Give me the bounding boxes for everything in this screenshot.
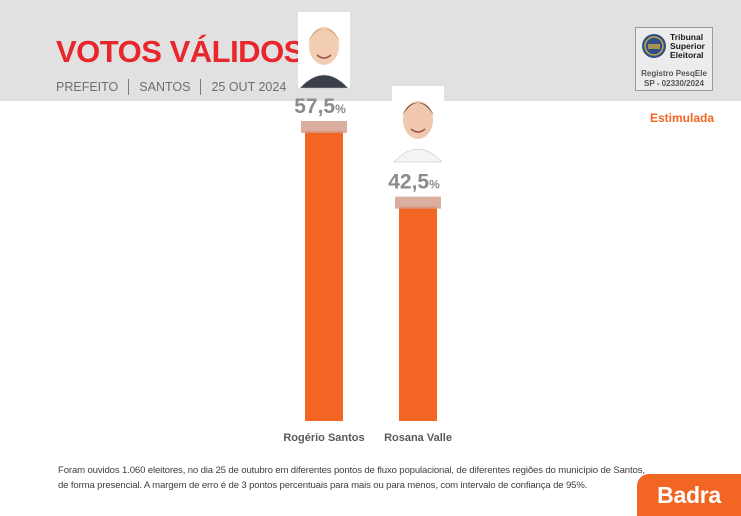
header-meta: PREFEITO SANTOS 25 OUT 2024 <box>56 79 286 95</box>
meta-office: PREFEITO <box>56 80 119 94</box>
bar-cap <box>301 121 347 133</box>
footnote-line: Foram ouvidos 1.060 eleitores, no dia 25… <box>58 465 645 476</box>
bar-chart: 57,5% Rogério Santos 42,5% Rosana Valle <box>283 12 452 444</box>
footnote-line: de forma presencial. A margem de erro é … <box>58 480 588 491</box>
brand-logo: Badra <box>637 474 741 516</box>
category-label: Rosana Valle <box>384 432 452 444</box>
tse-seal-icon <box>642 34 666 58</box>
category-label: Rogério Santos <box>283 432 364 444</box>
meta-divider <box>128 79 130 95</box>
value-label: 42,5% <box>388 171 440 194</box>
meta-city: SANTOS <box>139 80 191 94</box>
header-band <box>0 0 741 101</box>
tse-name-line: Tribunal <box>670 32 704 42</box>
meta-date: 25 OUT 2024 <box>211 80 287 94</box>
tse-name-line: Superior <box>670 41 705 51</box>
tse-name-line: Eleitoral <box>670 50 704 60</box>
page-title: VOTOS VÁLIDOS <box>56 34 304 69</box>
tse-registration-line: SP - 02330/2024 <box>644 78 704 88</box>
tse-name: Tribunal Superior Eleitoral <box>670 33 705 60</box>
methodology-footnote: Foram ouvidos 1.060 eleitores, no dia 25… <box>58 463 645 493</box>
value-label-suffix: % <box>335 102 346 116</box>
bar <box>305 131 343 421</box>
candidate-portrait <box>298 12 350 89</box>
bar-cap <box>395 196 441 209</box>
meta-divider <box>200 79 202 95</box>
tse-registration: Registro PesqEle SP - 02330/2024 <box>636 69 712 88</box>
value-label-suffix: % <box>429 178 440 192</box>
candidate-portrait <box>392 86 444 163</box>
value-label: 57,5% <box>294 95 346 118</box>
survey-type-tag: Estimulada <box>650 111 715 125</box>
tse-registration-line: Registro PesqEle <box>641 69 707 78</box>
tse-registration-box: Tribunal Superior Eleitoral Registro Pes… <box>635 27 713 91</box>
bar <box>399 206 437 421</box>
